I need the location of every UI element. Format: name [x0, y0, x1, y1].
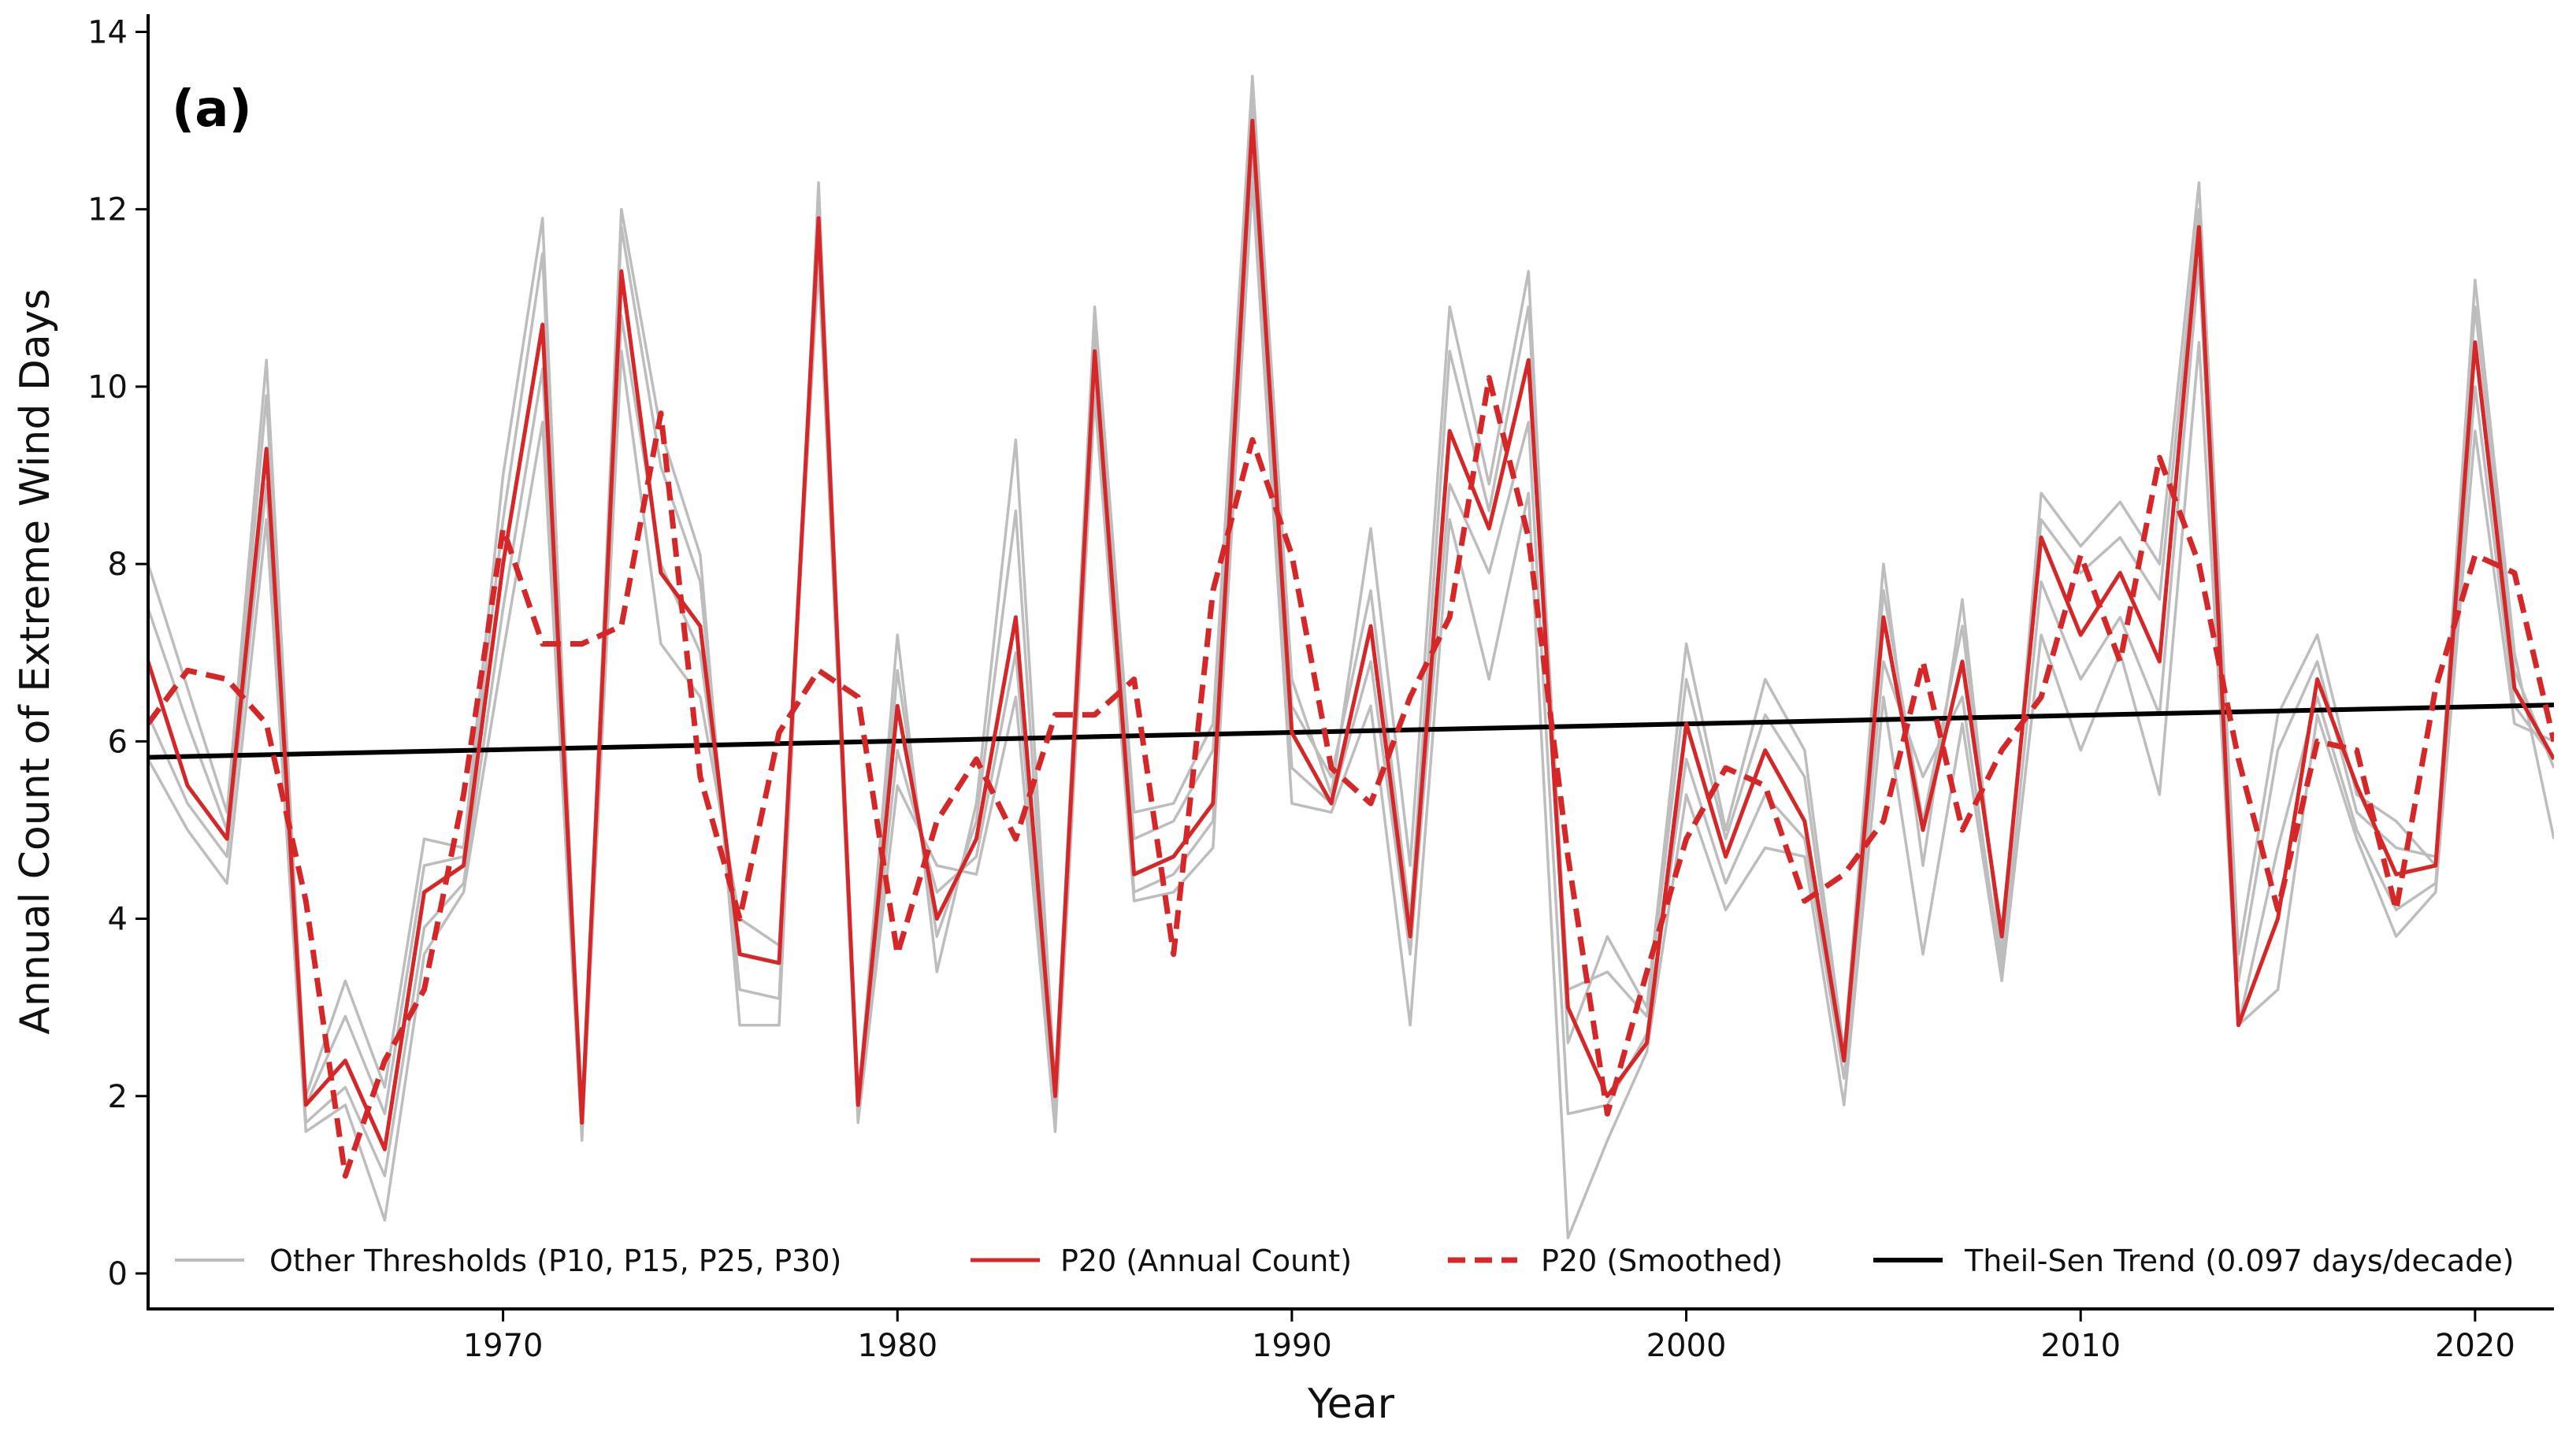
legend: Other Thresholds (P10, P15, P25, P30) P2…	[175, 1244, 2514, 1278]
y-tick-label: 6	[108, 724, 128, 760]
series-line-p10	[148, 75, 2554, 1133]
legend-label-other-thresholds: Other Thresholds (P10, P15, P25, P30)	[269, 1244, 841, 1278]
x-tick-label: 2000	[1646, 1328, 1727, 1364]
axes	[147, 14, 2554, 1311]
panel-label: (a)	[172, 80, 252, 139]
series-line-p20-annual	[148, 118, 2554, 1151]
x-tick-label: 2020	[2435, 1328, 2515, 1364]
y-tick-label: 8	[108, 547, 128, 583]
y-tick-label: 0	[108, 1256, 128, 1292]
series-line-p15	[148, 92, 2554, 1125]
legend-label-trend: Theil-Sen Trend (0.097 days/decade)	[1964, 1244, 2514, 1278]
series-line-p30	[148, 181, 2554, 1240]
series-line-p20-smoothed	[148, 375, 2554, 1179]
y-tick-label: 2	[108, 1079, 128, 1115]
legend-label-p20-smoothed: P20 (Smoothed)	[1541, 1244, 1783, 1278]
plot-area	[148, 75, 2554, 1240]
y-tick-label: 14	[87, 15, 128, 51]
x-tick-label: 1970	[463, 1328, 544, 1364]
ticks: 1970 1980 1990 2000 2010 2020 0 2 4 6 8 10 12 14	[87, 15, 2515, 1364]
trend-line	[148, 703, 2554, 760]
x-tick-label: 1990	[1252, 1328, 1332, 1364]
y-tick-label: 10	[87, 369, 128, 406]
x-tick-label: 1980	[857, 1328, 937, 1364]
y-tick-label: 12	[87, 192, 128, 228]
y-axis-label: Annual Count of Extreme Wind Days	[12, 288, 59, 1034]
y-tick-label: 4	[108, 902, 128, 938]
x-tick-label: 2010	[2040, 1328, 2121, 1364]
x-axis-label: Year	[1307, 1381, 1395, 1428]
legend-label-p20-annual: P20 (Annual Count)	[1060, 1244, 1352, 1278]
